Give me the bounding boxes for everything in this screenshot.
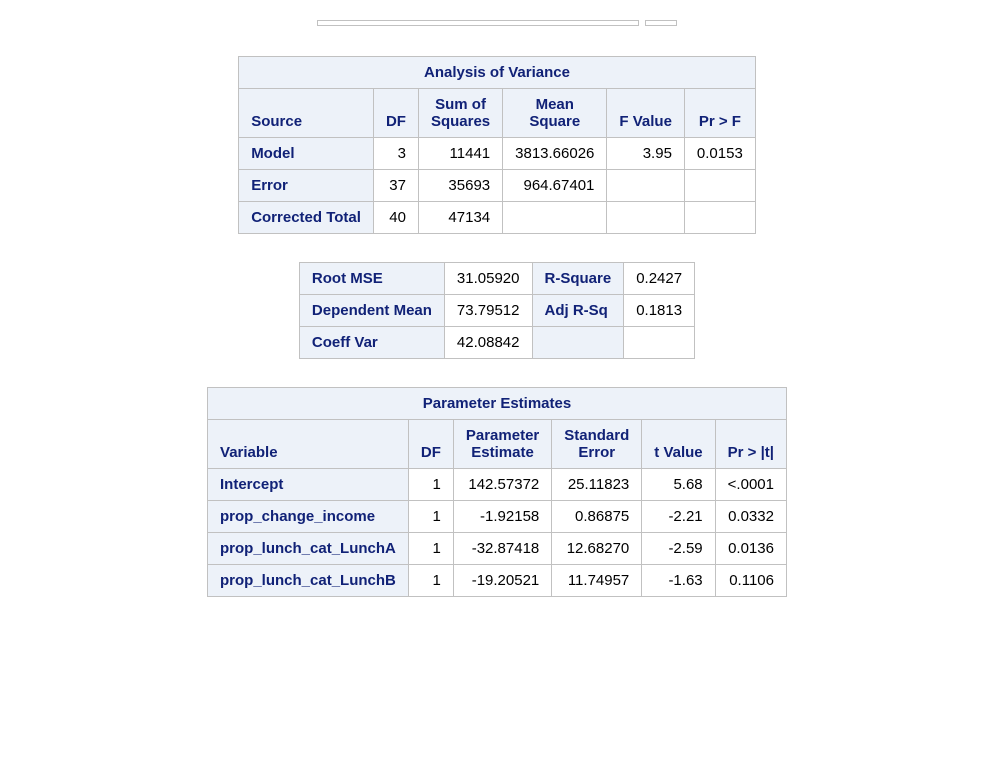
anova-src: Model [239, 138, 374, 170]
table-row: Model 3 11441 3813.66026 3.95 0.0153 [239, 138, 756, 170]
anova-p: 0.0153 [684, 138, 755, 170]
anova-ss: 35693 [418, 170, 502, 202]
table-row: Coeff Var 42.08842 [299, 327, 694, 359]
params-t: -1.63 [642, 565, 715, 597]
anova-df: 3 [373, 138, 418, 170]
anova-col-source: Source [239, 89, 374, 138]
anova-ms: 3813.66026 [503, 138, 607, 170]
params-p: 0.0332 [715, 501, 786, 533]
params-title: Parameter Estimates [208, 388, 787, 420]
params-t: 5.68 [642, 469, 715, 501]
anova-col-ss: Sum ofSquares [418, 89, 502, 138]
params-t: -2.59 [642, 533, 715, 565]
anova-df: 37 [373, 170, 418, 202]
anova-df: 40 [373, 202, 418, 234]
params-df: 1 [408, 533, 453, 565]
anova-table: Analysis of Variance Source DF Sum ofSqu… [238, 56, 756, 234]
params-se: 25.11823 [552, 469, 642, 501]
anova-col-f: F Value [607, 89, 685, 138]
table-row: prop_lunch_cat_LunchA 1 -32.87418 12.682… [208, 533, 787, 565]
params-est: -1.92158 [453, 501, 551, 533]
anova-ss: 11441 [418, 138, 502, 170]
table-row: Corrected Total 40 47134 [239, 202, 756, 234]
fit-value: 42.08842 [444, 327, 532, 359]
anova-src: Error [239, 170, 374, 202]
params-p: 0.0136 [715, 533, 786, 565]
params-var: prop_lunch_cat_LunchA [208, 533, 409, 565]
fit-label: Dependent Mean [299, 295, 444, 327]
anova-col-p: Pr > F [684, 89, 755, 138]
top-empty-boxes [317, 20, 677, 26]
params-df: 1 [408, 565, 453, 597]
fit-label: R-Square [532, 263, 624, 295]
anova-title: Analysis of Variance [239, 57, 756, 89]
fit-value: 73.79512 [444, 295, 532, 327]
params-col-t: t Value [642, 420, 715, 469]
table-row: Intercept 1 142.57372 25.11823 5.68 <.00… [208, 469, 787, 501]
anova-f [607, 202, 685, 234]
anova-f [607, 170, 685, 202]
params-p: <.0001 [715, 469, 786, 501]
table-row: Error 37 35693 964.67401 [239, 170, 756, 202]
params-se: 12.68270 [552, 533, 642, 565]
anova-col-ms: MeanSquare [503, 89, 607, 138]
anova-ms [503, 202, 607, 234]
fit-label: Coeff Var [299, 327, 444, 359]
top-empty-box-1 [317, 20, 639, 26]
parameter-estimates-table: Parameter Estimates Variable DF Paramete… [207, 387, 787, 597]
anova-p [684, 170, 755, 202]
fit-value: 0.1813 [624, 295, 695, 327]
anova-f: 3.95 [607, 138, 685, 170]
table-row: prop_lunch_cat_LunchB 1 -19.20521 11.749… [208, 565, 787, 597]
fit-label: Adj R-Sq [532, 295, 624, 327]
params-var: prop_change_income [208, 501, 409, 533]
params-col-se: StandardError [552, 420, 642, 469]
params-p: 0.1106 [715, 565, 786, 597]
fit-value: 31.05920 [444, 263, 532, 295]
anova-p [684, 202, 755, 234]
fit-label [532, 327, 624, 359]
params-est: -32.87418 [453, 533, 551, 565]
table-row: Root MSE 31.05920 R-Square 0.2427 [299, 263, 694, 295]
anova-ss: 47134 [418, 202, 502, 234]
anova-col-df: DF [373, 89, 418, 138]
anova-src: Corrected Total [239, 202, 374, 234]
params-est: -19.20521 [453, 565, 551, 597]
params-col-p: Pr > |t| [715, 420, 786, 469]
params-df: 1 [408, 501, 453, 533]
fit-value: 0.2427 [624, 263, 695, 295]
params-col-est: ParameterEstimate [453, 420, 551, 469]
params-col-df: DF [408, 420, 453, 469]
table-row: Dependent Mean 73.79512 Adj R-Sq 0.1813 [299, 295, 694, 327]
params-est: 142.57372 [453, 469, 551, 501]
params-var: Intercept [208, 469, 409, 501]
params-se: 0.86875 [552, 501, 642, 533]
params-col-var: Variable [208, 420, 409, 469]
params-t: -2.21 [642, 501, 715, 533]
anova-ms: 964.67401 [503, 170, 607, 202]
top-empty-box-2 [645, 20, 677, 26]
table-row: prop_change_income 1 -1.92158 0.86875 -2… [208, 501, 787, 533]
params-df: 1 [408, 469, 453, 501]
params-se: 11.74957 [552, 565, 642, 597]
fit-stats-table: Root MSE 31.05920 R-Square 0.2427 Depend… [299, 262, 695, 359]
params-var: prop_lunch_cat_LunchB [208, 565, 409, 597]
fit-label: Root MSE [299, 263, 444, 295]
fit-value [624, 327, 695, 359]
